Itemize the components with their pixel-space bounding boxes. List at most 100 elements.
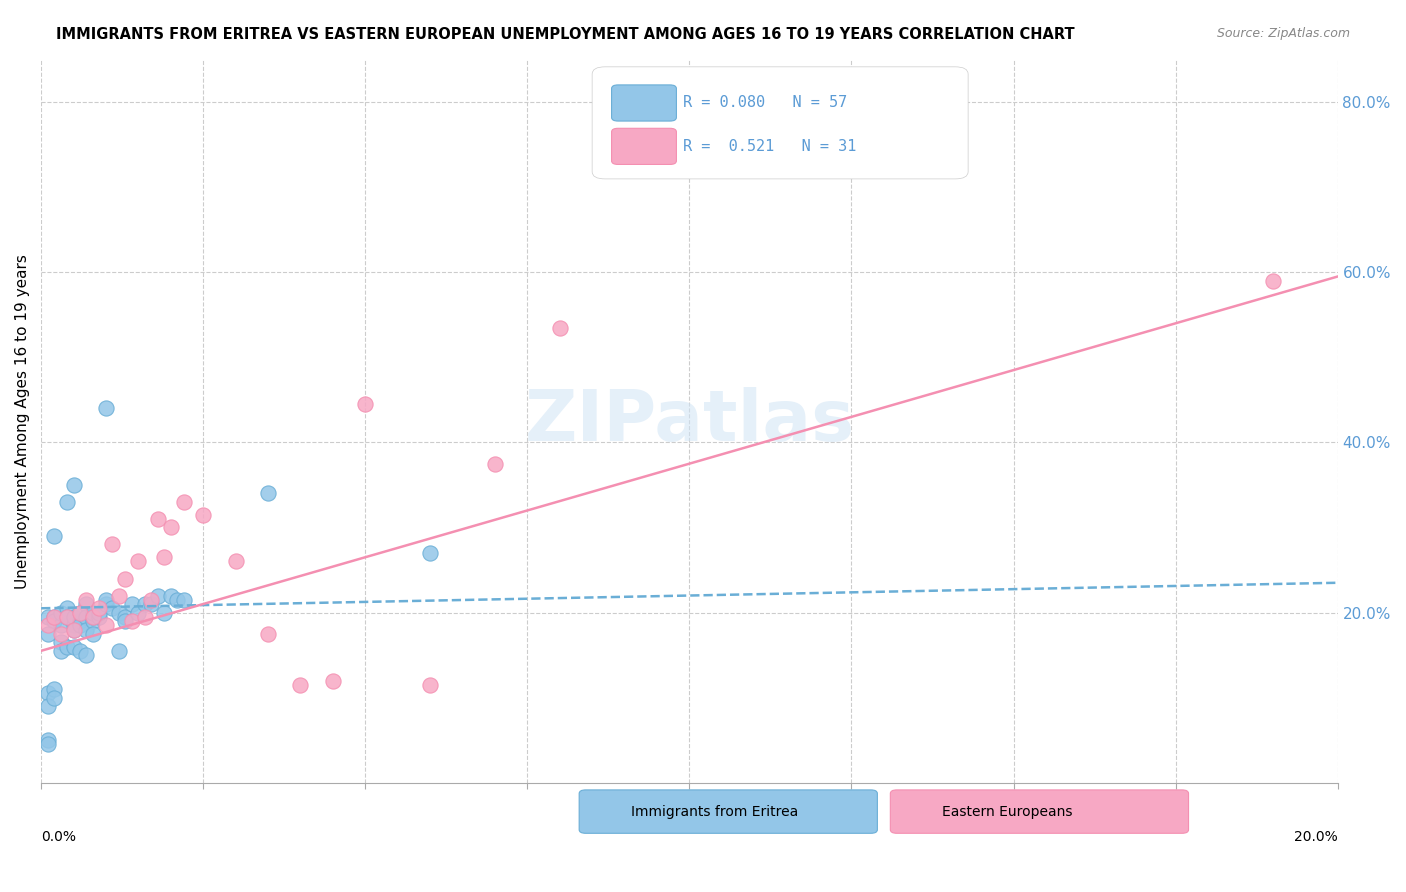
Point xyxy=(62,640,84,654)
Point xyxy=(94,592,117,607)
Point xyxy=(419,546,441,560)
Point xyxy=(134,597,156,611)
Point xyxy=(62,623,84,637)
Point xyxy=(37,699,59,714)
Point xyxy=(62,623,84,637)
Point xyxy=(42,614,65,628)
Point xyxy=(49,618,72,632)
Point xyxy=(76,623,98,637)
Point xyxy=(69,606,91,620)
Point xyxy=(146,589,169,603)
Point xyxy=(49,635,72,649)
Point xyxy=(141,597,163,611)
Point xyxy=(82,606,104,620)
Point xyxy=(89,609,111,624)
Point xyxy=(82,609,104,624)
Text: Immigrants from Eritrea: Immigrants from Eritrea xyxy=(631,805,799,819)
FancyBboxPatch shape xyxy=(612,85,676,121)
Point xyxy=(37,738,59,752)
Point xyxy=(37,609,59,624)
Point xyxy=(94,597,117,611)
Text: Eastern Europeans: Eastern Europeans xyxy=(942,805,1073,819)
Point xyxy=(127,554,149,568)
Text: ZIPatlas: ZIPatlas xyxy=(524,386,855,456)
Point xyxy=(62,618,84,632)
Text: R = 0.080   N = 57: R = 0.080 N = 57 xyxy=(683,95,848,111)
Point xyxy=(108,606,131,620)
Point xyxy=(225,554,247,568)
Point xyxy=(56,609,79,624)
Point xyxy=(173,592,195,607)
Point xyxy=(257,627,280,641)
Point xyxy=(82,609,104,624)
Point xyxy=(76,648,98,662)
Point xyxy=(290,678,312,692)
Text: 0.0%: 0.0% xyxy=(41,830,76,844)
Point xyxy=(37,618,59,632)
Point xyxy=(146,512,169,526)
Point xyxy=(141,592,163,607)
Point xyxy=(49,627,72,641)
Point xyxy=(49,644,72,658)
Point xyxy=(76,609,98,624)
Point xyxy=(69,606,91,620)
Point xyxy=(82,614,104,628)
Point xyxy=(153,606,176,620)
FancyBboxPatch shape xyxy=(612,128,676,164)
Point xyxy=(42,609,65,624)
Point xyxy=(69,644,91,658)
Point xyxy=(114,572,136,586)
Point xyxy=(134,609,156,624)
Point xyxy=(94,401,117,416)
Point xyxy=(37,627,59,641)
Point xyxy=(101,601,124,615)
Point xyxy=(193,508,215,522)
Point xyxy=(101,537,124,551)
Point xyxy=(37,686,59,700)
Point xyxy=(322,673,344,688)
FancyBboxPatch shape xyxy=(890,790,1188,833)
Point xyxy=(354,397,377,411)
Point xyxy=(121,597,143,611)
Point xyxy=(159,520,181,534)
Text: Source: ZipAtlas.com: Source: ZipAtlas.com xyxy=(1216,27,1350,40)
Point xyxy=(257,486,280,500)
FancyBboxPatch shape xyxy=(579,790,877,833)
Text: R =  0.521   N = 31: R = 0.521 N = 31 xyxy=(683,139,856,153)
Point xyxy=(159,589,181,603)
Point xyxy=(108,589,131,603)
Point xyxy=(419,678,441,692)
Point xyxy=(484,457,506,471)
Text: 20.0%: 20.0% xyxy=(1294,830,1337,844)
Point xyxy=(56,609,79,624)
Point xyxy=(56,495,79,509)
Point xyxy=(62,478,84,492)
Point xyxy=(76,597,98,611)
Point xyxy=(76,592,98,607)
FancyBboxPatch shape xyxy=(592,67,969,179)
Point xyxy=(82,627,104,641)
Y-axis label: Unemployment Among Ages 16 to 19 years: Unemployment Among Ages 16 to 19 years xyxy=(15,253,30,589)
Point xyxy=(62,609,84,624)
Point xyxy=(548,320,571,334)
Point xyxy=(153,550,176,565)
Point xyxy=(114,609,136,624)
Point xyxy=(108,644,131,658)
Point xyxy=(89,606,111,620)
Point xyxy=(173,495,195,509)
Point xyxy=(42,529,65,543)
Point xyxy=(56,601,79,615)
Point xyxy=(49,606,72,620)
Point xyxy=(127,606,149,620)
Point xyxy=(69,614,91,628)
Point xyxy=(42,690,65,705)
Point xyxy=(42,609,65,624)
Point xyxy=(37,733,59,747)
Point xyxy=(89,601,111,615)
Point xyxy=(42,682,65,697)
Point xyxy=(94,618,117,632)
Point xyxy=(69,618,91,632)
Point xyxy=(166,592,188,607)
Text: IMMIGRANTS FROM ERITREA VS EASTERN EUROPEAN UNEMPLOYMENT AMONG AGES 16 TO 19 YEA: IMMIGRANTS FROM ERITREA VS EASTERN EUROP… xyxy=(56,27,1074,42)
Point xyxy=(56,640,79,654)
